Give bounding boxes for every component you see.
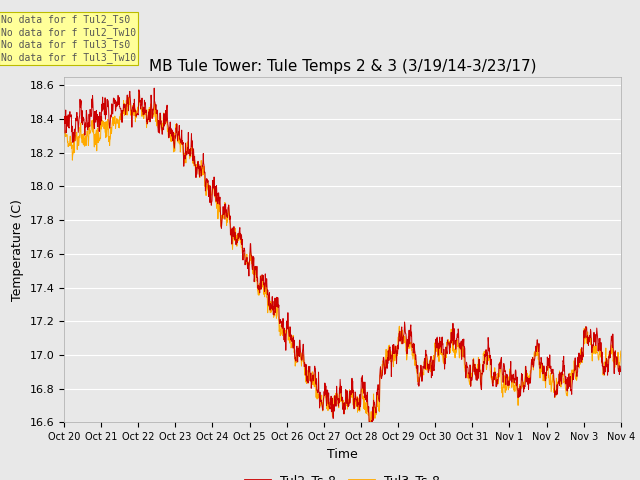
Tul3_Ts-8 [70, 139, 78, 145]
Text: No data for f Tul2_Ts0
No data for f Tul2_Tw10
No data for f Tul3_Ts0
No data fo: No data for f Tul2_Ts0 No data for f Tul… [1, 14, 136, 63]
Tul2_Ts-8 [312, 382, 320, 387]
Tul2_Ts-8 [60, 130, 68, 136]
Tul3_Ts-8 [346, 395, 353, 400]
Y-axis label: Temperature (C): Temperature (C) [11, 199, 24, 300]
Tul2_Ts-8 [70, 126, 78, 132]
Line: Tul3_Ts-8: Tul3_Ts-8 [64, 93, 621, 431]
Tul3_Ts-8 [582, 324, 589, 330]
Tul2_Ts-8 [160, 111, 168, 117]
Tul3_Ts-8 [60, 139, 68, 145]
Tul3_Ts-8 [366, 428, 374, 433]
Tul3_Ts-8 [445, 337, 452, 343]
Tul2_Ts-8 [346, 396, 353, 402]
Tul3_Ts-8 [160, 118, 168, 124]
Title: MB Tule Tower: Tule Temps 2 & 3 (3/19/14-3/23/17): MB Tule Tower: Tule Temps 2 & 3 (3/19/14… [148, 59, 536, 74]
X-axis label: Time: Time [327, 448, 358, 461]
Tul3_Ts-8 [617, 348, 625, 354]
Tul2_Ts-8 [445, 340, 452, 346]
Tul2_Ts-8 [150, 85, 158, 91]
Tul3_Ts-8 [312, 395, 320, 400]
Tul2_Ts-8 [617, 367, 625, 372]
Legend: Tul2_Ts-8, Tul3_Ts-8: Tul2_Ts-8, Tul3_Ts-8 [240, 469, 445, 480]
Line: Tul2_Ts-8: Tul2_Ts-8 [64, 88, 621, 429]
Tul3_Ts-8 [135, 90, 143, 96]
Tul2_Ts-8 [367, 426, 375, 432]
Tul2_Ts-8 [582, 328, 589, 334]
